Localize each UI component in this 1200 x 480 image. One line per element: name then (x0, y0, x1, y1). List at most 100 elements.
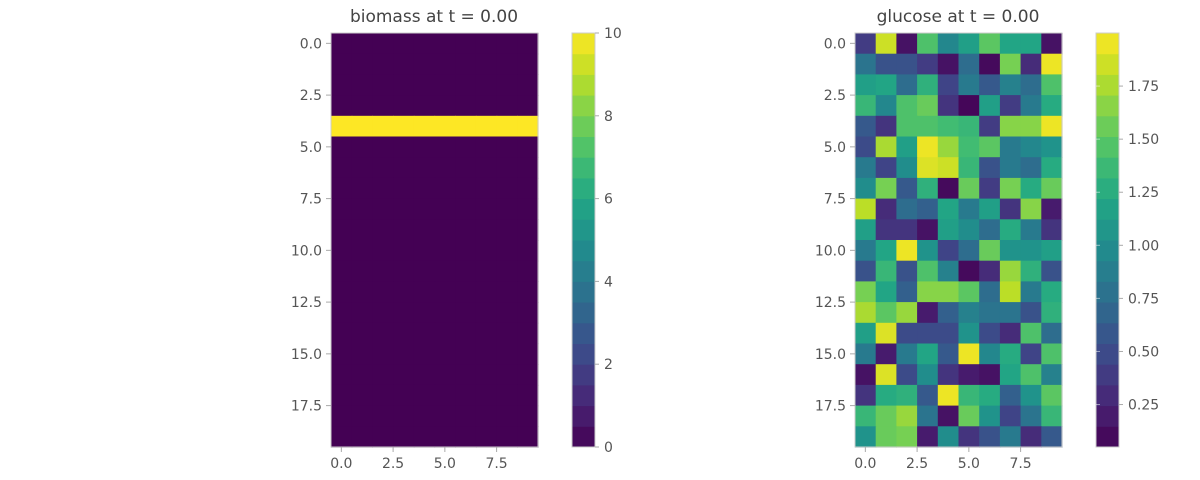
heatmap-cell (331, 33, 353, 55)
heatmap-cell (1041, 53, 1063, 75)
heatmap-cell (1041, 33, 1063, 55)
y-tick-label: 0.0 (300, 36, 322, 52)
heatmap-cell (496, 53, 518, 75)
heatmap-cell (937, 302, 960, 324)
heatmap-cell (351, 74, 373, 96)
heatmap-cell (917, 136, 939, 158)
glucose-axes-frame (854, 32, 1063, 448)
colorbar-band (572, 136, 595, 158)
heatmap-cell (979, 198, 1001, 220)
heatmap-cell (413, 260, 436, 282)
heatmap-cell (896, 240, 918, 262)
heatmap-cell (917, 260, 939, 282)
heatmap-cell (937, 198, 960, 220)
heatmap-cell (917, 281, 939, 303)
heatmap-cell (455, 281, 477, 303)
heatmap-cell (475, 240, 498, 262)
heatmap-cell (917, 115, 939, 138)
heatmap-cell (331, 177, 353, 200)
colorbar-band (572, 219, 595, 241)
heatmap-cell (393, 33, 415, 55)
heatmap-cell (896, 136, 918, 158)
heatmap-cell (875, 426, 897, 448)
heatmap-cell (351, 157, 373, 179)
heatmap-cell (1020, 281, 1042, 303)
heatmap-cell (455, 115, 477, 138)
heatmap-cell (455, 198, 477, 220)
y-tick-label: 15.0 (815, 347, 846, 363)
heatmap-cell (413, 74, 436, 96)
colorbar-band (1096, 136, 1119, 158)
heatmap-cell (937, 426, 960, 448)
heatmap-cell (393, 95, 415, 117)
x-tick-label: 7.5 (485, 456, 507, 472)
colorbar-band (1096, 53, 1119, 75)
colorbar-band (572, 260, 595, 282)
heatmap-cell (517, 53, 539, 75)
heatmap-cell (413, 157, 436, 179)
heatmap-cell (1041, 322, 1063, 345)
heatmap-cell (1041, 240, 1063, 262)
heatmap-cell (917, 405, 939, 427)
heatmap-cell (475, 260, 498, 282)
heatmap-cell (351, 115, 373, 138)
heatmap-cell (475, 136, 498, 158)
heatmap-cell (855, 115, 877, 138)
heatmap-cell (455, 343, 477, 365)
x-tick-label: 5.0 (434, 456, 456, 472)
heatmap-cell (331, 405, 353, 427)
heatmap-cell (496, 198, 518, 220)
heatmap-cell (917, 343, 939, 365)
heatmap-cell (372, 240, 394, 262)
heatmap-cell (455, 302, 477, 324)
heatmap-cell (875, 405, 897, 427)
heatmap-cell (475, 177, 498, 200)
heatmap-cell (393, 53, 415, 75)
heatmap-cell (1020, 364, 1042, 386)
heatmap-cell (393, 426, 415, 448)
glucose-panel: glucose at t = 0.00 0.0 2.5 5.0 7.5 10.0 12.5… (815, 7, 1159, 472)
heatmap-cell (958, 426, 980, 448)
colorbar-tick-label: 4 (604, 274, 613, 290)
colorbar-band (572, 95, 595, 117)
heatmap-cell (937, 157, 960, 179)
glucose-colorbar-ticks: 0.25 0.50 0.75 1.00 1.25 1.50 1.75 (1096, 79, 1159, 414)
heatmap-cell (413, 53, 436, 75)
glucose-y-ticks: 0.0 2.5 5.0 7.5 10.0 12.5 15.0 17.5 (815, 36, 855, 415)
heatmap-cell (393, 322, 415, 345)
heatmap-cell (958, 74, 980, 96)
heatmap-cell (517, 426, 539, 448)
heatmap-cell (999, 33, 1022, 55)
heatmap-cell (517, 95, 539, 117)
heatmap-cell (455, 177, 477, 200)
heatmap-cell (393, 177, 415, 200)
heatmap-cell (937, 53, 960, 75)
heatmap-cell (917, 364, 939, 386)
heatmap-cell (958, 157, 980, 179)
heatmap-cell (937, 33, 960, 55)
heatmap-cell (372, 33, 394, 55)
heatmap-cell (875, 177, 897, 200)
heatmap-cell (855, 219, 877, 241)
colorbar-band (572, 302, 595, 324)
heatmap-cell (496, 177, 518, 200)
heatmap-cell (958, 322, 980, 345)
heatmap-cell (413, 240, 436, 262)
heatmap-cell (496, 95, 518, 117)
heatmap-cell (979, 281, 1001, 303)
heatmap-cell (372, 281, 394, 303)
heatmap-cell (496, 322, 518, 345)
y-tick-label: 7.5 (300, 192, 322, 208)
y-tick-label: 12.5 (815, 295, 846, 311)
heatmap-cell (413, 281, 436, 303)
biomass-x-ticks: 0.0 2.5 5.0 7.5 (330, 447, 508, 472)
heatmap-cell (351, 240, 373, 262)
heatmap-cell (517, 177, 539, 200)
colorbar-band (572, 281, 595, 303)
heatmap-cell (475, 405, 498, 427)
colorbar-band (1096, 74, 1119, 96)
heatmap-cell (372, 136, 394, 158)
heatmap-cell (393, 136, 415, 158)
colorbar-band (1096, 302, 1119, 324)
biomass-axes-frame (330, 32, 539, 448)
